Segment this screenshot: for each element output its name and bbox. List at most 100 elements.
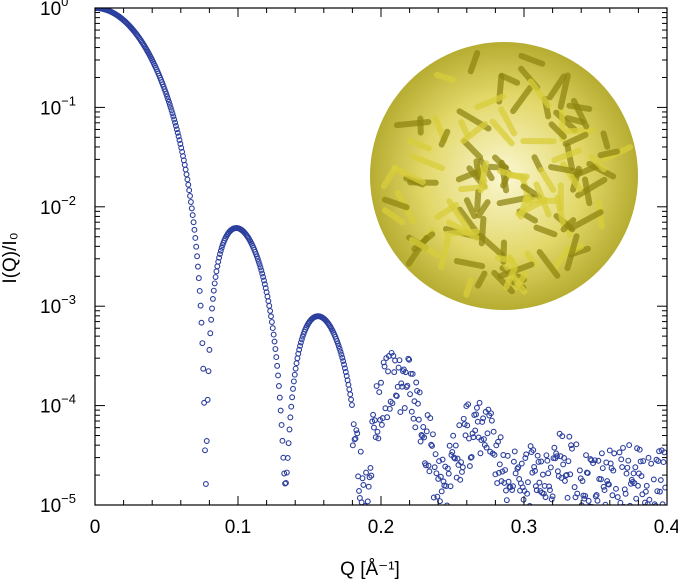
data-point: [571, 506, 576, 511]
data-point: [577, 507, 582, 512]
data-point: [347, 391, 354, 398]
helix-mark: [600, 130, 611, 150]
helix-mark: [478, 215, 487, 247]
data-point: [213, 268, 220, 275]
data-point: [434, 493, 441, 500]
data-point: [539, 471, 546, 478]
y-tick-label: 10−1: [40, 93, 76, 119]
data-point: [364, 498, 371, 505]
helix-mark: [557, 72, 571, 110]
data-point: [484, 430, 491, 437]
helix-mark: [406, 137, 432, 152]
data-point: [209, 305, 215, 312]
data-point: [166, 101, 173, 108]
data-point: [207, 330, 214, 337]
data-point: [178, 144, 185, 151]
data-point: [261, 277, 267, 284]
data-point: [292, 365, 299, 372]
data-point: [610, 467, 617, 474]
data-point: [175, 133, 182, 140]
data-point: [376, 389, 383, 396]
data-point: [337, 348, 344, 355]
data-point: [467, 454, 474, 461]
data-point: [657, 488, 663, 495]
data-point: [515, 464, 522, 471]
data-point: [532, 483, 539, 490]
data-point: [616, 449, 623, 456]
data-point: [346, 386, 353, 393]
data-point: [187, 193, 193, 199]
helix-mark: [391, 165, 426, 186]
data-point: [632, 464, 639, 471]
data-point: [538, 458, 545, 465]
data-point: [266, 302, 273, 309]
data-point: [290, 385, 296, 392]
data-point: [451, 454, 457, 461]
helix-mark: [582, 176, 593, 207]
data-point: [636, 446, 643, 453]
data-point: [473, 404, 480, 411]
helix-mark: [536, 249, 561, 279]
helix-mark: [497, 168, 528, 182]
data-point: [503, 497, 510, 504]
data-point: [295, 350, 302, 357]
data-point: [472, 427, 479, 434]
data-point: [415, 400, 421, 407]
helix-mark: [456, 206, 481, 237]
data-point: [397, 409, 404, 416]
data-point: [410, 415, 417, 422]
data-point: [291, 371, 298, 378]
data-point: [459, 464, 466, 471]
data-point: [396, 357, 403, 364]
data-point: [385, 368, 391, 375]
data-point: [488, 417, 495, 424]
x-tick-label: 0.2: [368, 517, 394, 538]
data-point: [645, 454, 652, 461]
data-point: [549, 493, 556, 500]
helix-mark: [498, 106, 518, 137]
data-point: [622, 490, 629, 497]
helix-mark: [474, 93, 507, 111]
data-point: [544, 457, 551, 464]
data-point: [503, 487, 509, 494]
helix-mark: [463, 277, 474, 298]
data-point: [662, 484, 667, 491]
data-point: [458, 459, 465, 466]
data-point: [659, 501, 666, 505]
data-point: [270, 331, 277, 338]
data-point: [342, 369, 349, 375]
data-point: [163, 91, 170, 97]
data-point: [427, 415, 434, 422]
data-point: [617, 499, 624, 505]
data-point: [285, 440, 292, 447]
data-point: [468, 454, 475, 460]
data-point: [191, 226, 198, 233]
data-point: [643, 482, 650, 489]
data-point: [190, 219, 197, 226]
data-point: [483, 444, 490, 451]
data-point: [430, 494, 437, 501]
data-point: [421, 434, 428, 441]
data-point: [371, 424, 377, 431]
data-point: [431, 464, 438, 471]
data-point: [401, 405, 408, 411]
data-point: [404, 382, 411, 389]
data-point: [445, 470, 452, 477]
data-point: [432, 451, 439, 458]
data-point: [452, 442, 459, 449]
data-point: [599, 465, 606, 472]
helix-mark: [548, 164, 583, 176]
data-point: [350, 421, 357, 428]
data-point: [505, 478, 512, 485]
data-point: [254, 256, 261, 262]
data-point: [268, 313, 274, 320]
data-point: [208, 316, 215, 323]
data-point: [450, 432, 457, 439]
data-point: [367, 464, 374, 471]
helix-mark: [564, 233, 580, 272]
data-point: [173, 122, 179, 129]
data-point: [518, 460, 525, 467]
data-point: [218, 244, 225, 251]
data-point: [381, 363, 388, 370]
data-point: [585, 497, 592, 504]
